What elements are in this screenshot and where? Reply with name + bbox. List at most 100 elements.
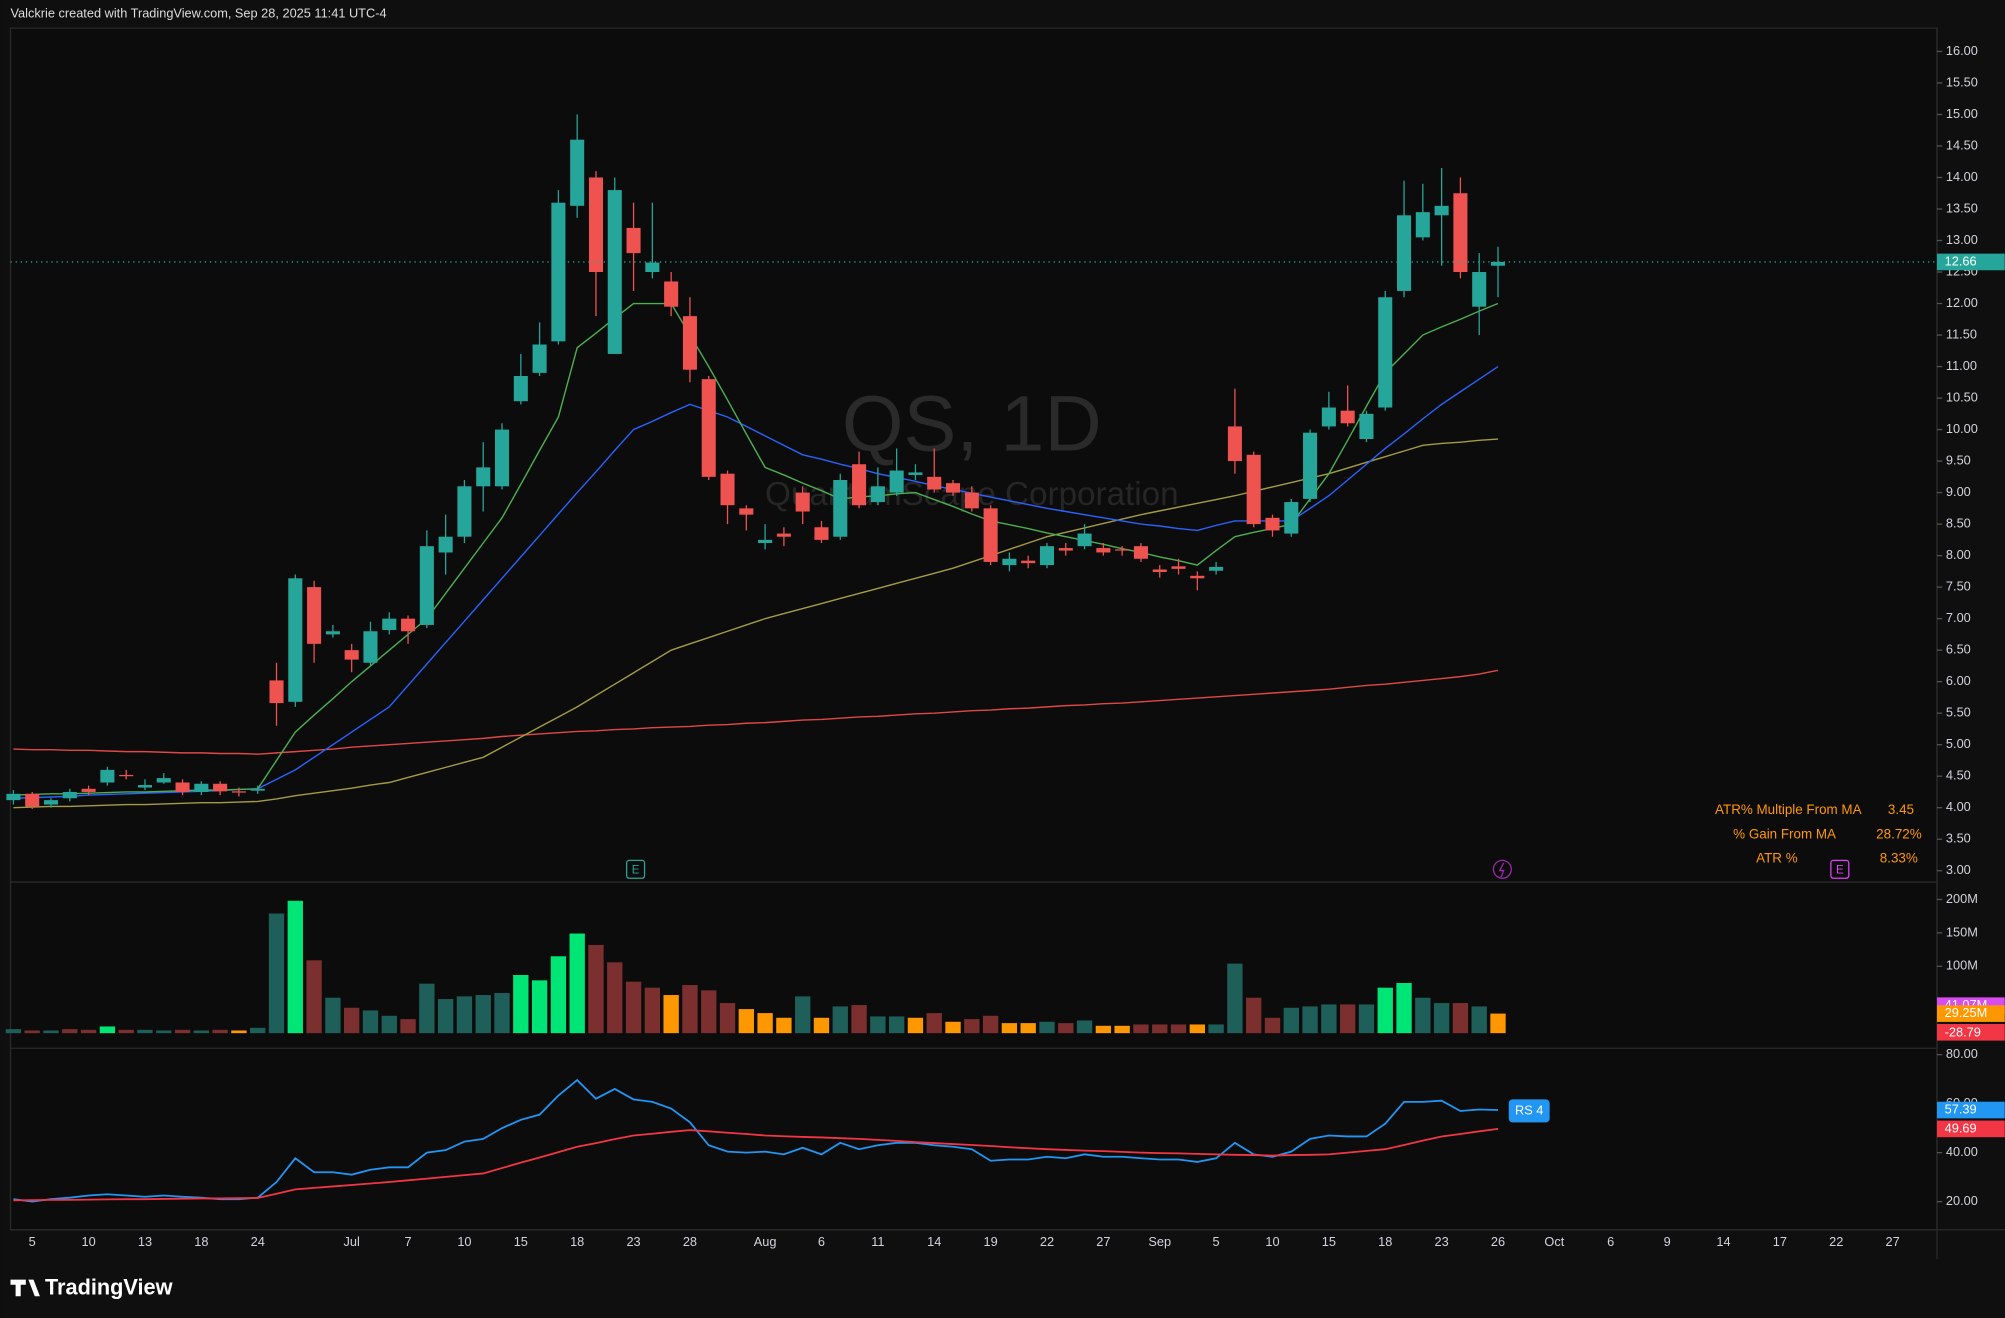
candle-body: [1039, 546, 1055, 566]
volume-bar: [1283, 1007, 1299, 1034]
volume-bar: [250, 1027, 266, 1034]
volume-bar: [344, 1007, 360, 1034]
axis-tag-box: [1936, 1120, 2005, 1138]
volume-bar: [870, 1016, 886, 1034]
candle-body: [438, 536, 453, 553]
volume-bar: [1170, 1024, 1187, 1034]
y-tick-label: 7.00: [1946, 610, 1971, 625]
candle-body: [175, 782, 190, 792]
volume-bar: [1377, 987, 1393, 1034]
rs-label-box: [1508, 1099, 1550, 1123]
candle-body: [908, 472, 923, 475]
candle-body: [1190, 575, 1205, 579]
candle-body: [570, 139, 585, 206]
volume-bar: [1358, 1004, 1375, 1034]
volume-bar: [1189, 1024, 1205, 1034]
y-tick-label: 15.00: [1946, 106, 1978, 121]
footer-logo[interactable]: TradingView: [45, 1274, 173, 1299]
volume-bar: [306, 960, 322, 1034]
x-tick-label: Aug: [754, 1234, 777, 1249]
candle-body: [588, 177, 604, 273]
volume-bar: [851, 1005, 867, 1034]
x-tick-label: 7: [405, 1234, 412, 1249]
volume-bar: [193, 1030, 210, 1034]
y-tick-label: 4.00: [1946, 799, 1971, 814]
volume-bar: [926, 1013, 942, 1034]
volume-bar: [494, 993, 510, 1034]
volume-bar: [80, 1029, 97, 1034]
volume-bar: [738, 1009, 754, 1034]
volume-bar: [456, 996, 473, 1034]
candle-body: [137, 785, 153, 788]
y-tick-label: 13.00: [1946, 232, 1978, 247]
candle-body: [419, 546, 434, 625]
candle-body: [6, 793, 21, 801]
candle-body: [1321, 407, 1336, 427]
x-tick-label: 18: [1378, 1234, 1392, 1249]
candle-body: [889, 470, 904, 493]
candle-body: [1152, 569, 1167, 573]
x-tick-label: 22: [1829, 1234, 1843, 1249]
volume-bar: [1020, 1023, 1036, 1034]
candle-body: [1434, 205, 1449, 216]
candle-body: [457, 486, 472, 537]
candle-body: [532, 344, 547, 373]
axis-tag: 12.66: [1945, 253, 1977, 268]
y-tick-label: 11.00: [1946, 358, 1977, 373]
volume-bar: [1095, 1025, 1112, 1034]
volume-bar: [531, 980, 548, 1034]
stat-value: 8.33%: [1880, 851, 1918, 866]
volume-bar: [1396, 983, 1412, 1034]
candle-body: [250, 788, 265, 791]
volume-bar: [1433, 1003, 1450, 1034]
volume-bar: [550, 956, 567, 1034]
dividend-icon[interactable]: [1492, 859, 1512, 879]
volume-bar: [1208, 1024, 1224, 1034]
volume-bar: [1339, 1004, 1356, 1034]
candle-body: [363, 631, 378, 663]
candle-body: [1246, 454, 1261, 525]
y-tick-label: 3.50: [1946, 831, 1971, 846]
candle-body: [664, 281, 679, 307]
y-tick-label: 3.00: [1946, 862, 1971, 877]
volume-bar: [813, 1017, 830, 1034]
candle-body: [119, 774, 134, 777]
candle-body: [645, 262, 660, 273]
x-tick-label: 10: [457, 1234, 471, 1249]
event-icon[interactable]: [626, 859, 646, 879]
x-tick-label: 24: [251, 1234, 265, 1249]
candle-body: [814, 527, 829, 540]
candle-body: [25, 793, 40, 807]
volume-bar: [1152, 1024, 1168, 1034]
volume-bar: [362, 1010, 379, 1034]
y-tick-label: 14.00: [1946, 169, 1978, 184]
event-label: E: [1836, 865, 1844, 877]
candle-body: [62, 791, 77, 799]
y-tick-label: 8.00: [1946, 547, 1971, 562]
volume-bar: [268, 913, 285, 1034]
x-tick-label: 27: [1096, 1234, 1110, 1249]
x-tick-label: 9: [1664, 1234, 1671, 1249]
x-tick-label: 10: [81, 1234, 95, 1249]
candle-body: [945, 483, 961, 493]
volume-bar: [1133, 1024, 1149, 1034]
volume-bar: [1039, 1021, 1055, 1034]
volume-bar: [1227, 963, 1243, 1034]
volume-bar: [174, 1029, 191, 1034]
candle-body: [1340, 410, 1355, 424]
y-tick-label: 7.50: [1946, 579, 1971, 594]
candle-body: [213, 783, 228, 792]
volume-bar: [1076, 1020, 1093, 1034]
y-tick-label: 15.50: [1946, 74, 1978, 89]
stat-label: % Gain From MA: [1733, 826, 1836, 841]
volume-bar: [907, 1017, 924, 1034]
y-tick-label: 100M: [1946, 958, 1978, 973]
x-tick-label: 6: [818, 1234, 825, 1249]
volume-bar: [964, 1019, 980, 1034]
axis-tag-box: [1936, 1005, 2005, 1022]
candle-body: [551, 202, 566, 342]
y-tick-label: 14.50: [1946, 137, 1978, 152]
candle-body: [156, 778, 171, 783]
event-icon[interactable]: [1830, 859, 1850, 879]
stat-value: 3.45: [1888, 802, 1914, 817]
